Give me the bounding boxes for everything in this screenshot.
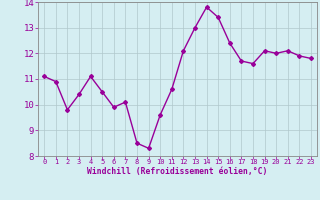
X-axis label: Windchill (Refroidissement éolien,°C): Windchill (Refroidissement éolien,°C)	[87, 167, 268, 176]
